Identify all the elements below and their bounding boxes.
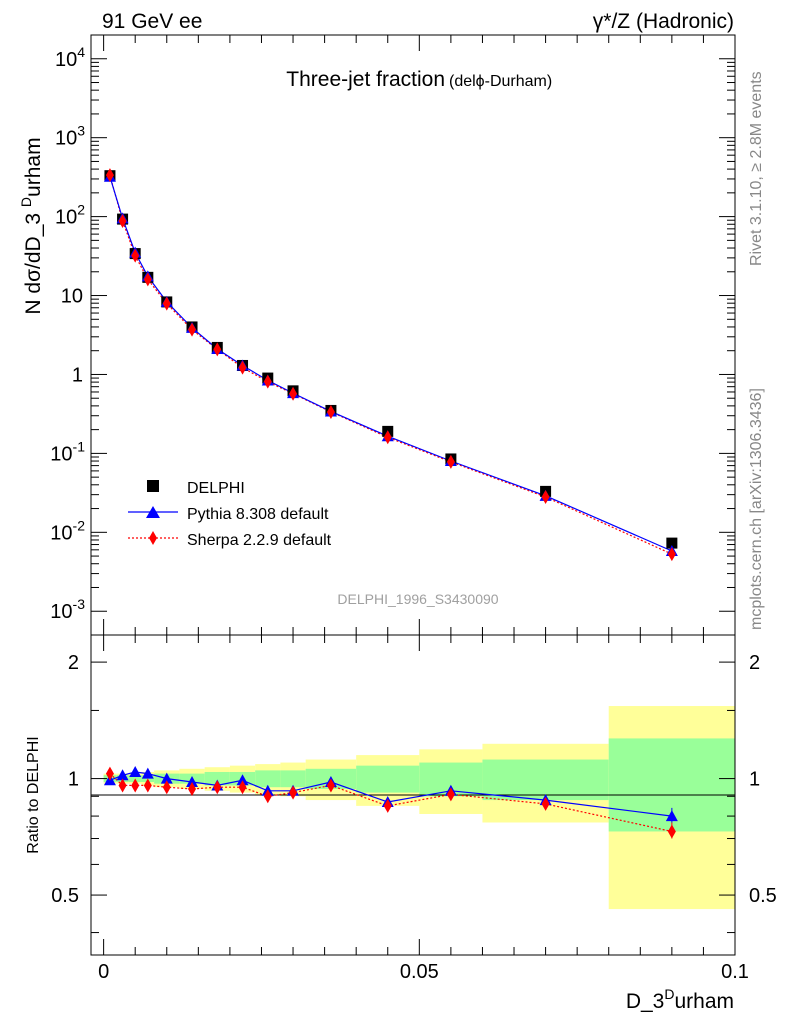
ratio-sherpa-point	[131, 778, 140, 793]
ratio-sherpa-point	[162, 780, 171, 795]
sherpa-point	[188, 322, 197, 337]
ratio-sherpa-point	[143, 778, 152, 793]
x-tick-label: 0.1	[721, 961, 749, 983]
ratio-pythia-point	[116, 769, 129, 781]
ratio-pythia-point	[141, 767, 154, 779]
ratio-uncertainty-bands	[103, 706, 735, 910]
ratio-band-inner	[204, 771, 230, 786]
x-tick-label: 0.05	[400, 961, 439, 983]
chart-title-suffix: (delϕ-Durham)	[449, 73, 552, 90]
chart-title: Three-jet fraction	[286, 68, 445, 91]
ratio-sherpa-point	[667, 824, 676, 839]
ratio-sherpa-point	[383, 798, 392, 813]
ratio-y-tick-label-left: 2	[68, 652, 79, 674]
main-plot-panel: 10-3 10-2 10-1 1 10 102 103 104 Three-jet fract…	[50, 34, 736, 636]
sherpa-point	[162, 296, 171, 311]
ratio-y-tick-label-left: 1	[68, 769, 79, 791]
ratio-sherpa-point	[213, 780, 222, 795]
main-plot-marks	[103, 168, 678, 562]
main-y-tick-label: 102	[55, 202, 85, 229]
legend-marker-pythia	[146, 506, 160, 518]
main-y-tick-label: 10	[61, 286, 83, 308]
ratio-y-tick-label-right: 0.5	[749, 885, 777, 907]
sherpa-point	[263, 374, 272, 389]
mcplots-label: mcplots.cern.ch [arXiv:1306.3436]	[748, 388, 765, 630]
sherpa-point	[289, 386, 298, 401]
ratio-plot-frame	[90, 634, 736, 956]
ratio-y-tick-label-left: 0.5	[51, 885, 79, 907]
ratio-band-inner	[255, 770, 281, 788]
sherpa-point	[238, 360, 247, 375]
ratio-pythia-point	[186, 775, 199, 787]
delphi-point	[666, 537, 678, 549]
header-right: γ*/Z (Hadronic)	[593, 10, 734, 33]
sherpa-line	[109, 175, 673, 555]
legend-marker-sherpa	[149, 531, 157, 545]
ratio-band-inner	[482, 759, 609, 801]
ratio-y-axis-label: Ratio to DELPHI	[25, 736, 42, 853]
sherpa-point	[446, 454, 455, 469]
x-axis-label: D_3Durham	[626, 986, 734, 1013]
sherpa-point	[541, 490, 550, 505]
ratio-sherpa-point	[541, 796, 550, 811]
ratio-sherpa-point	[105, 766, 114, 781]
ratio-sherpa-point	[446, 787, 455, 802]
sherpa-point	[131, 248, 140, 263]
ratio-pythia-point	[665, 810, 678, 822]
ratio-pythia-point	[160, 772, 173, 784]
legend-label-pythia: Pythia 8.308 default	[187, 506, 329, 523]
ratio-band-inner	[280, 770, 306, 788]
ratio-y-tick-label-right: 2	[749, 652, 760, 674]
ratio-sherpa-point	[118, 778, 127, 793]
ratio-y-tick-label-right: 1	[749, 769, 760, 791]
legend-marker-delphi	[147, 480, 159, 492]
ratio-sherpa-point	[188, 781, 197, 796]
rivet-label: Rivet 3.1.10, ≥ 2.8M events	[748, 71, 765, 266]
sherpa-point	[118, 213, 127, 228]
ratio-sherpa-point	[289, 785, 298, 800]
legend: DELPHI Pythia 8.308 default Sherpa 2.2.9…	[128, 480, 332, 549]
ratio-pythia-point	[236, 774, 249, 786]
ratio-sherpa-point	[326, 778, 335, 793]
sherpa-point	[105, 168, 114, 183]
main-y-tick-label: 10-2	[50, 517, 85, 544]
x-tick-label: 0	[98, 961, 109, 983]
main-y-tick-label: 10-1	[50, 438, 85, 465]
main-y-tick-label: 1	[72, 364, 83, 386]
main-y-axis-label: N dσ/dD_3 Durham	[18, 137, 45, 314]
ratio-band-inner	[356, 765, 420, 793]
ratio-sherpa-point	[238, 780, 247, 795]
main-y-tick-label: 104	[55, 44, 85, 71]
ratio-pythia-point	[129, 765, 142, 777]
sherpa-point	[667, 547, 676, 562]
ratio-plot-panel: 0 0.05 0.1 0.5 0.5 1 1 2 2	[51, 634, 777, 983]
sherpa-point	[213, 342, 222, 357]
legend-label-delphi: DELPHI	[187, 480, 245, 497]
header-left: 91 GeV ee	[102, 10, 202, 33]
ratio-sherpa-point	[263, 789, 272, 804]
sherpa-point	[383, 430, 392, 445]
sherpa-point	[326, 404, 335, 419]
sherpa-point	[143, 272, 152, 287]
main-y-tick-label: 10-3	[50, 596, 85, 623]
legend-label-sherpa: Sherpa 2.2.9 default	[187, 532, 332, 549]
main-y-tick-label: 103	[55, 123, 85, 150]
ratio-plot-marks	[103, 765, 678, 839]
analysis-watermark: DELPHI_1996_S3430090	[337, 591, 498, 607]
